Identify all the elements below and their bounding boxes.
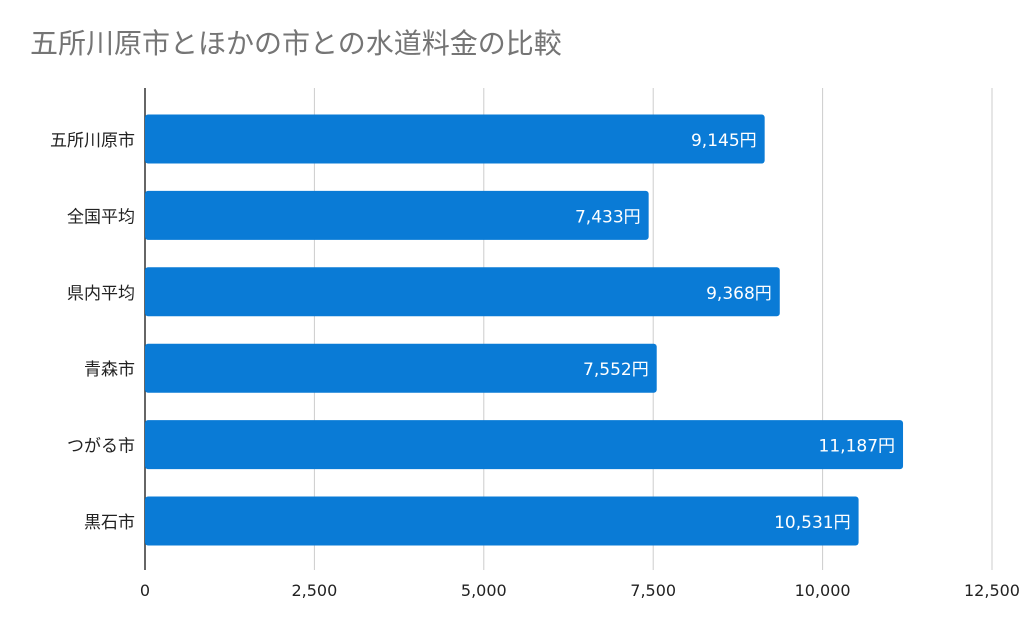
x-tick-label-3: 7,500	[630, 581, 676, 600]
bar-3	[145, 343, 657, 393]
data-label-5: 10,531円	[774, 513, 850, 533]
bar-5	[145, 496, 859, 546]
bar-0	[145, 114, 765, 164]
chart-title: 五所川原市とほかの市との水道料金の比較	[30, 27, 562, 60]
category-label-4: つがる市	[67, 437, 135, 457]
category-label-0: 五所川原市	[50, 131, 135, 151]
x-tick-label-2: 5,000	[461, 581, 507, 600]
data-label-1: 7,433円	[575, 207, 641, 227]
category-label-5: 黒石市	[84, 513, 135, 533]
category-label-1: 全国平均	[67, 207, 135, 227]
x-tick-label-0: 0	[140, 581, 150, 600]
x-tick-label-4: 10,000	[795, 581, 851, 600]
data-label-2: 9,368円	[706, 284, 772, 304]
category-label-3: 青森市	[84, 360, 135, 380]
bar-2	[145, 267, 780, 317]
data-label-3: 7,552円	[583, 360, 649, 380]
bar-4	[145, 420, 904, 470]
data-label-0: 9,145円	[691, 131, 757, 151]
x-tick-label-5: 12,500	[964, 581, 1020, 600]
data-label-4: 11,187円	[819, 437, 895, 457]
bar-1	[145, 190, 649, 240]
x-tick-label-1: 2,500	[291, 581, 337, 600]
category-label-2: 県内平均	[67, 284, 135, 304]
